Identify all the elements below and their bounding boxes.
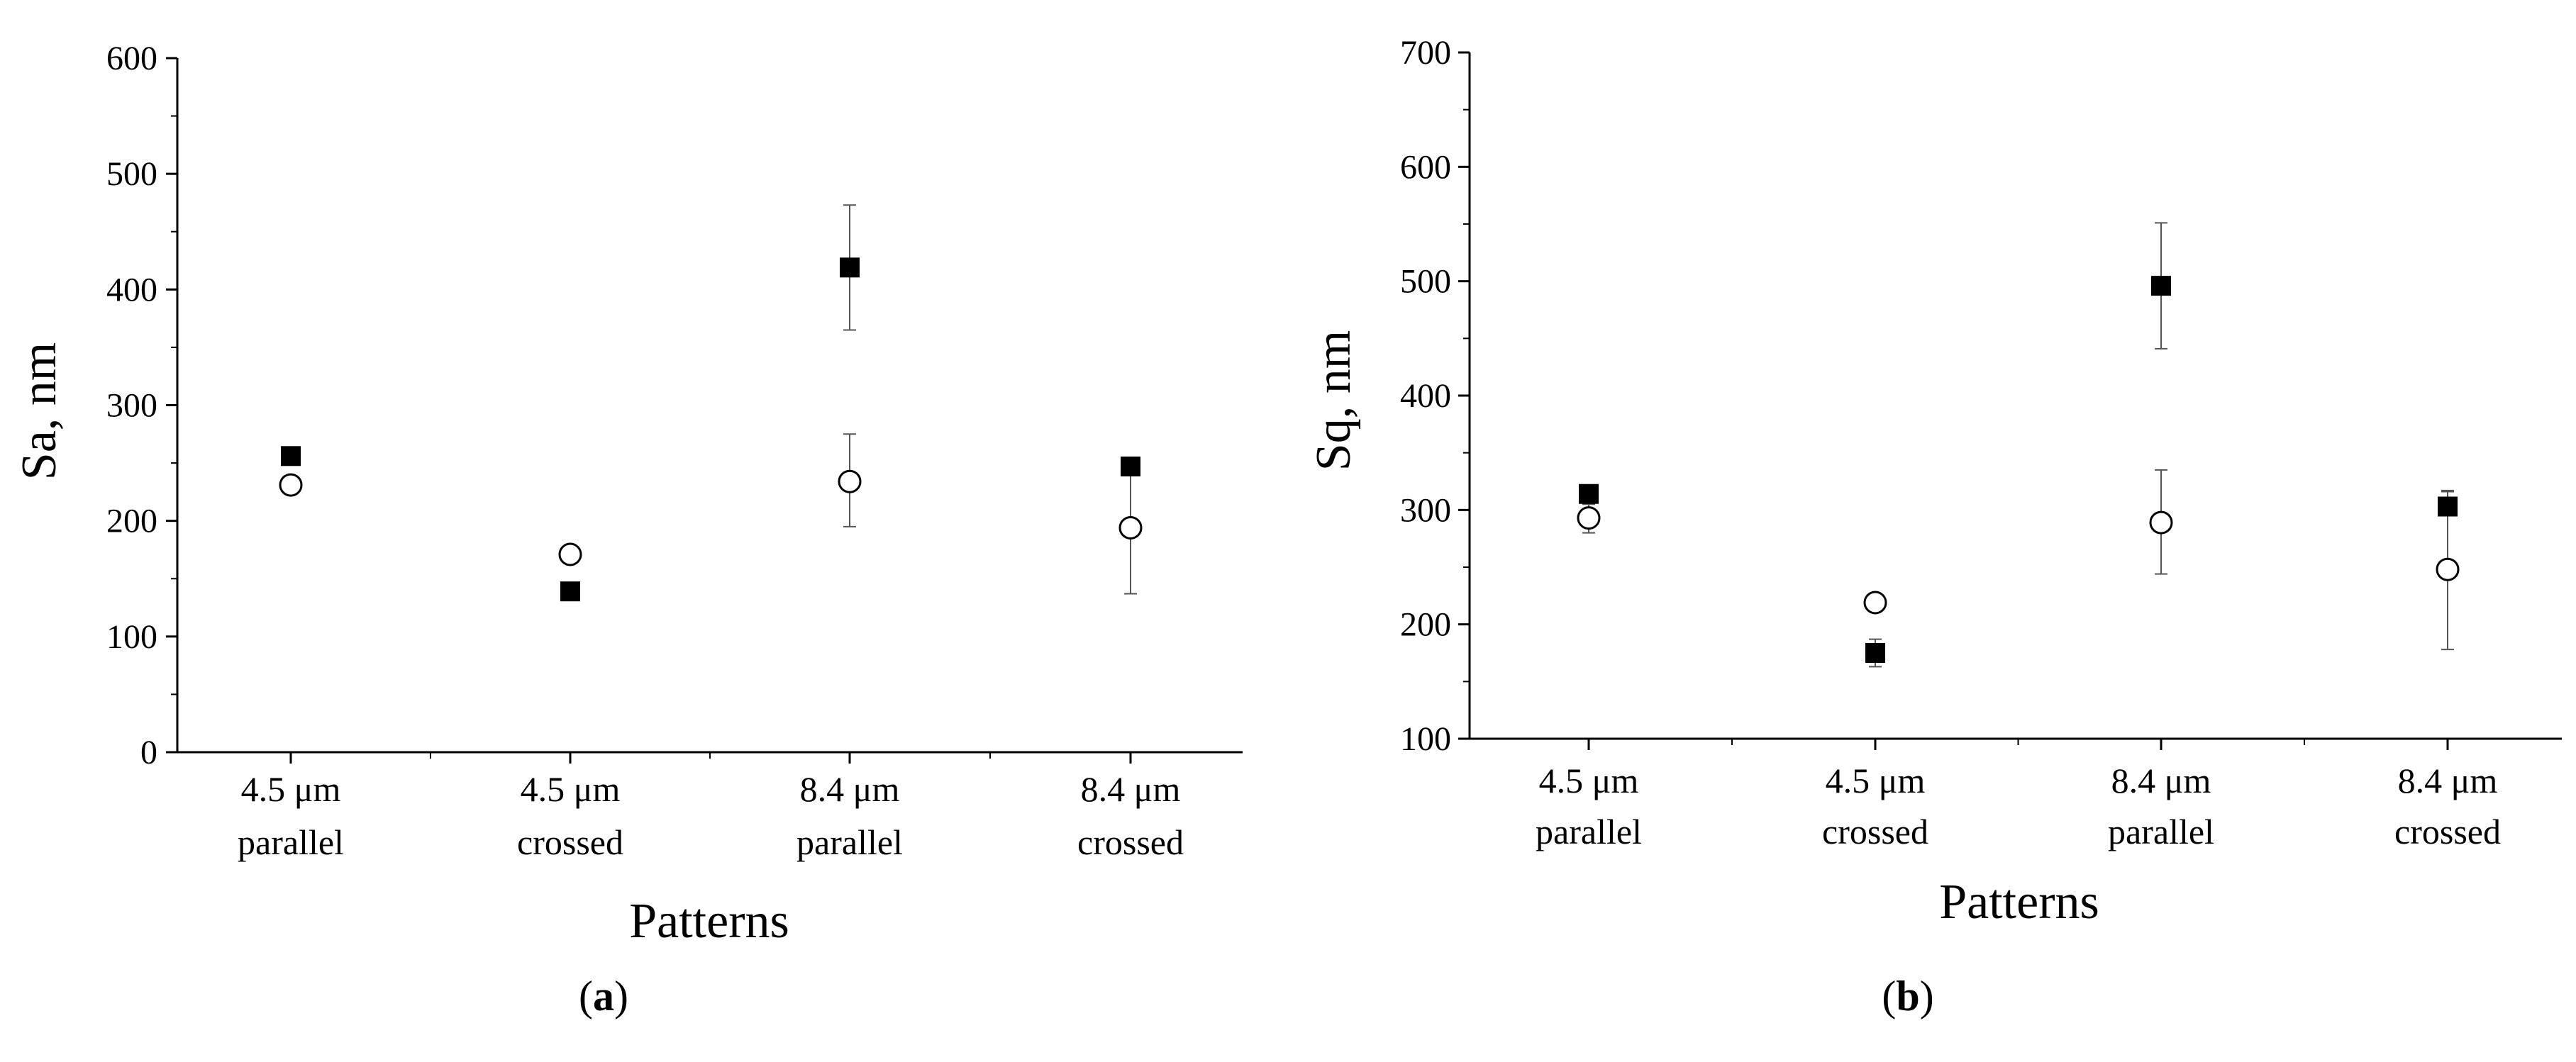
data-point-circle	[558, 542, 582, 566]
data-point-circle	[1863, 591, 1887, 615]
data-point-square	[281, 446, 301, 466]
y-tick-label: 500	[1400, 263, 1451, 301]
y-tick-label: 500	[106, 155, 157, 193]
y-tick-label: 0	[140, 734, 157, 771]
y-axis-title: Sa, nm	[12, 342, 67, 480]
data-point-square	[2151, 276, 2171, 296]
data-point-circle	[1577, 506, 1601, 530]
data-point-circle	[279, 473, 303, 497]
y-tick-label: 400	[1400, 377, 1451, 415]
x-tick-label: 4.5 μm	[1826, 761, 1926, 800]
panel-label: (b)	[1882, 973, 1933, 1019]
x-tick-label: parallel	[796, 822, 903, 862]
x-tick-label: parallel	[2108, 812, 2214, 851]
x-tick-label: 4.5 μm	[521, 769, 621, 809]
x-tick-label: 4.5 μm	[241, 769, 341, 809]
panel-label-close: )	[614, 973, 628, 1019]
x-axis-title: Patterns	[1939, 875, 2099, 929]
data-point-circle	[2149, 510, 2173, 535]
chart-panel-b: 100 200 300 400 500 600 700 4.5 μm parallel 4.5 μ…	[1306, 34, 2562, 1019]
x-tick-label: 8.4 μm	[800, 769, 900, 809]
x-tick-label: 8.4 μm	[2111, 761, 2211, 800]
y-tick-label: 100	[106, 618, 157, 656]
data-point-square	[1121, 456, 1140, 476]
panel-label-open: (	[579, 973, 593, 1019]
x-tick-label: 8.4 μm	[1081, 769, 1181, 809]
panel-label-letter: b	[1896, 973, 1919, 1019]
x-axis-title: Patterns	[629, 894, 789, 949]
data-point-square	[1865, 643, 1885, 663]
x-tick-label: crossed	[1077, 822, 1184, 862]
x-tick-label: 8.4 μm	[2398, 761, 2498, 800]
x-tick-label: parallel	[1536, 812, 1642, 851]
panel-label-close: )	[1920, 973, 1934, 1019]
data-point-square	[840, 257, 860, 278]
chart-panel-a: 0 100 200 300 400 500 600 4.5 μm parallel 4.5 μm c…	[12, 40, 1243, 1019]
y-tick-label: 100	[1400, 720, 1451, 758]
data-point-square	[2438, 496, 2458, 517]
panel-label: (a)	[579, 973, 628, 1019]
y-tick-label: 700	[1400, 34, 1451, 72]
y-tick-label: 600	[106, 40, 157, 77]
y-tick-label: 200	[1400, 606, 1451, 644]
data-point-square	[1579, 484, 1599, 504]
y-tick-label: 600	[1400, 148, 1451, 186]
data-point-circle	[2436, 557, 2460, 581]
panel-label-letter: a	[593, 973, 614, 1019]
data-point-circle	[1118, 515, 1143, 540]
x-tick-label: crossed	[1822, 812, 1928, 851]
x-tick-label: crossed	[2394, 812, 2501, 851]
y-axis-title: Sq, nm	[1306, 330, 1361, 471]
y-tick-label: 300	[106, 387, 157, 425]
y-tick-label: 300	[1400, 491, 1451, 529]
x-tick-label: crossed	[517, 822, 623, 862]
y-tick-label: 400	[106, 271, 157, 308]
data-point-circle	[838, 469, 862, 493]
panel-label-open: (	[1882, 973, 1896, 1019]
data-point-square	[560, 581, 580, 602]
x-tick-label: parallel	[238, 822, 344, 862]
y-tick-label: 200	[106, 503, 157, 540]
x-tick-label: 4.5 μm	[1539, 761, 1639, 800]
